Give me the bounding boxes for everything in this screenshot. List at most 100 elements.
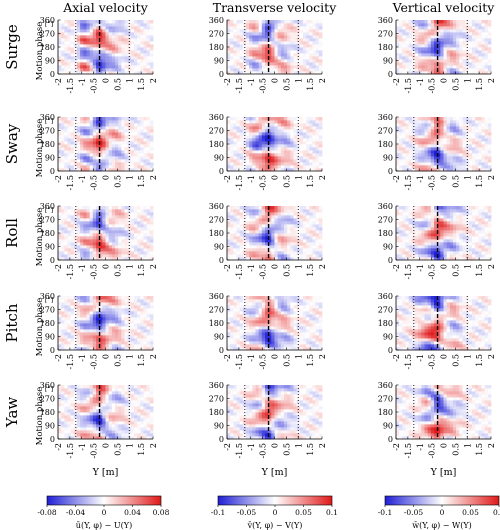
- heatmap-cell: [430, 239, 435, 243]
- heatmap-cell: [306, 144, 310, 148]
- heatmap-cell: [118, 233, 122, 237]
- heatmap-cell: [258, 65, 263, 69]
- heatmap-cell: [437, 257, 441, 261]
- heatmap-cell: [140, 126, 144, 130]
- heatmap-cell: [424, 23, 429, 27]
- heatmap-cell: [121, 120, 125, 124]
- heatmap-cell: [143, 38, 148, 42]
- heatmap-cell: [315, 62, 320, 66]
- heatmap-cell: [312, 20, 317, 24]
- heatmap-cell: [472, 53, 476, 57]
- heatmap-cell: [261, 206, 266, 210]
- heatmap-cell: [127, 242, 132, 246]
- y-tick-label: 0: [50, 70, 55, 79]
- heatmap-cell: [252, 29, 256, 33]
- heatmap-cell: [118, 218, 122, 222]
- heatmap-cell: [246, 29, 250, 33]
- heatmap-cell: [92, 71, 97, 75]
- heatmap-cell: [121, 168, 125, 172]
- heatmap-cell: [146, 132, 151, 136]
- heatmap-cell: [411, 44, 416, 48]
- heatmap-cell: [102, 135, 106, 139]
- heatmap-cell: [481, 120, 486, 124]
- heatmap-cell: [274, 120, 279, 124]
- heatmap-cell: [446, 206, 451, 210]
- heatmap-cell: [143, 26, 148, 30]
- heatmap-cell: [287, 117, 291, 121]
- heatmap-cell: [411, 47, 416, 51]
- heatmap-cell: [402, 227, 406, 231]
- heatmap-cell: [255, 38, 260, 42]
- heatmap-cell: [64, 153, 68, 157]
- heatmap-cell: [468, 117, 473, 121]
- x-tick-label: 1: [294, 175, 303, 180]
- heatmap-cell: [446, 123, 451, 127]
- heatmap-cell: [111, 206, 116, 210]
- heatmap-cell: [465, 38, 470, 42]
- heatmap-cell: [96, 123, 100, 127]
- heatmap-cell: [399, 215, 403, 219]
- heatmap-cell: [70, 248, 75, 252]
- heatmap-cell: [411, 251, 416, 255]
- heatmap-cell: [468, 156, 473, 160]
- heatmap-cell: [80, 132, 84, 136]
- heatmap-cell: [127, 209, 132, 213]
- heatmap-cell: [249, 221, 253, 225]
- heatmap-cell: [249, 41, 253, 45]
- heatmap-cell: [299, 65, 304, 69]
- heatmap-cell: [411, 230, 416, 234]
- heatmap-cell: [449, 20, 454, 24]
- heatmap-cell: [255, 68, 260, 72]
- heatmap-cell: [293, 47, 298, 51]
- heatmap-cell: [434, 165, 438, 169]
- heatmap-cell: [399, 32, 403, 36]
- heatmap-cell: [405, 26, 410, 30]
- heatmap-cell: [437, 20, 441, 24]
- x-tick-label: 1.5: [137, 78, 146, 91]
- heatmap-cell: [105, 147, 110, 151]
- heatmap-cell: [303, 59, 307, 63]
- heatmap-cell: [411, 147, 416, 151]
- heatmap-cell: [462, 138, 467, 142]
- heatmap-cell: [402, 129, 406, 133]
- heatmap-cell: [443, 56, 448, 60]
- heatmap-cell: [137, 41, 141, 45]
- heatmap-cell: [456, 230, 460, 234]
- heatmap-cell: [293, 44, 298, 48]
- heatmap-cell: [309, 215, 313, 219]
- heatmap-cell: [293, 32, 298, 36]
- heatmap-cell: [236, 239, 241, 243]
- heatmap-cell: [312, 230, 317, 234]
- heatmap-cell: [137, 50, 141, 54]
- heatmap-cell: [478, 29, 482, 33]
- heatmap-cell: [80, 242, 84, 246]
- heatmap-cell: [449, 153, 454, 157]
- heatmap-cell: [434, 162, 438, 166]
- heatmap-cell: [315, 123, 320, 127]
- heatmap-cell: [140, 29, 144, 33]
- heatmap-cell: [306, 248, 310, 252]
- heatmap-cell: [268, 162, 272, 166]
- heatmap-cell: [239, 129, 244, 133]
- heatmap-cell: [127, 227, 132, 231]
- heatmap-cell: [284, 23, 288, 27]
- heatmap-cell: [418, 135, 422, 139]
- heatmap-cell: [296, 227, 301, 231]
- heatmap-cell: [255, 141, 260, 145]
- heatmap-cell: [437, 32, 441, 36]
- heatmap-cell: [309, 209, 313, 213]
- heatmap-cell: [67, 41, 72, 45]
- heatmap-cell: [96, 132, 100, 136]
- heatmap-cell: [70, 239, 75, 243]
- heatmap-cell: [472, 123, 476, 127]
- heatmap-cell: [239, 59, 244, 63]
- y-tick-label: 90: [45, 243, 55, 252]
- heatmap-cell: [293, 38, 298, 42]
- heatmap-cell: [242, 26, 247, 30]
- heatmap-cell: [77, 212, 81, 216]
- heatmap-cell: [408, 141, 413, 145]
- heatmap-cell: [124, 59, 129, 63]
- heatmap-cell: [299, 245, 304, 249]
- heatmap-cell: [61, 212, 65, 216]
- heatmap-cell: [462, 20, 467, 24]
